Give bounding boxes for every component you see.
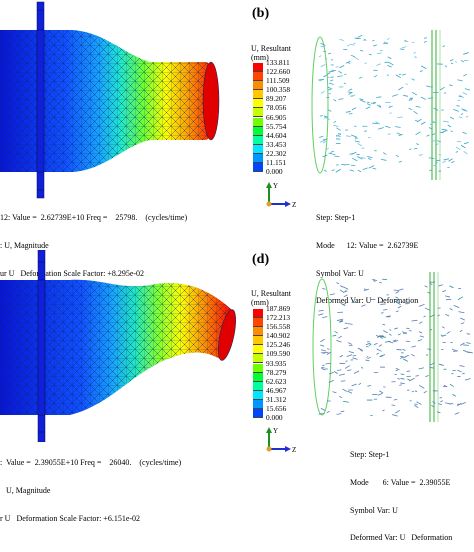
panel-label-b: (b)	[252, 6, 269, 22]
legend-value: 0.000	[266, 168, 283, 176]
legend-swatch	[253, 327, 263, 336]
axis-triad-top: Y Z	[263, 180, 297, 210]
legend-swatch	[253, 364, 263, 373]
legend-value: 93.935	[266, 360, 286, 368]
legend-value: 0.000	[266, 414, 283, 422]
legend-color-bar-bottom	[253, 309, 263, 418]
legend-swatch	[253, 99, 263, 108]
legend-color-bar-top	[253, 63, 263, 172]
legend-value: 62.623	[266, 378, 286, 386]
legend-swatch	[253, 81, 263, 90]
fe-mesh-mode-6	[0, 250, 237, 442]
triad-z-label-bottom: Z	[292, 446, 296, 454]
legend-swatch	[253, 409, 263, 418]
legend-swatch	[253, 373, 263, 382]
triad-z-label: Z	[292, 201, 296, 209]
legend-value: 122.660	[266, 68, 290, 76]
legend-value: 140.902	[266, 332, 290, 340]
axis-triad-bottom: Y Z	[263, 425, 297, 455]
legend-swatch	[253, 163, 263, 172]
legend-swatch	[253, 108, 263, 117]
legend-value: 100.358	[266, 86, 290, 94]
legend-value: 78.056	[266, 104, 286, 112]
symbol-field-mode-12	[300, 30, 474, 180]
panel-label-d: (d)	[252, 252, 269, 268]
legend-value: 156.558	[266, 323, 290, 331]
legend-swatch	[253, 318, 263, 327]
fe-mesh-mode-12	[0, 0, 237, 200]
symbol-field-mode-6	[300, 272, 474, 422]
legend-swatch	[253, 118, 263, 127]
triad-y-label-bottom: Y	[273, 427, 278, 435]
legend-value: 15.656	[266, 405, 286, 413]
legend-value: 172.213	[266, 314, 290, 322]
legend-value: 125.246	[266, 341, 290, 349]
legend-swatch	[253, 72, 263, 81]
legend-value: 78.279	[266, 369, 286, 377]
legend-swatch	[253, 127, 263, 136]
legend-value: 66.905	[266, 114, 286, 122]
legend-swatch	[253, 90, 263, 99]
legend-swatch	[253, 382, 263, 391]
legend-swatch	[253, 145, 263, 154]
legend-value: 44.604	[266, 132, 286, 140]
legend-swatch	[253, 154, 263, 163]
legend-value: 22.302	[266, 150, 286, 158]
legend-value: 133.811	[266, 59, 290, 67]
legend-value: 187.869	[266, 305, 290, 313]
legend-swatch	[253, 391, 263, 400]
legend-swatch	[253, 345, 263, 354]
caption-left-bottom: : Value = 2.39055E+10 Freq = 26040. (cyc…	[0, 440, 181, 532]
triad-y-label: Y	[273, 182, 278, 190]
legend-swatch	[253, 400, 263, 409]
legend-swatch	[253, 309, 263, 318]
legend-value: 11.151	[266, 159, 286, 167]
legend-value: 31.312	[266, 396, 286, 404]
legend-value: 109.590	[266, 350, 290, 358]
legend-value: 33.453	[266, 141, 286, 149]
legend-value: 55.754	[266, 123, 286, 131]
legend-swatch	[253, 354, 263, 363]
legend-swatch	[253, 136, 263, 145]
legend-value: 111.509	[266, 77, 289, 85]
legend-value: 46.967	[266, 387, 286, 395]
caption-right-bottom: Step: Step-1 Mode 6: Value = 2.39055E Sy…	[350, 432, 452, 552]
legend-swatch	[253, 336, 263, 345]
legend-value: 89.207	[266, 95, 286, 103]
legend-swatch	[253, 63, 263, 72]
